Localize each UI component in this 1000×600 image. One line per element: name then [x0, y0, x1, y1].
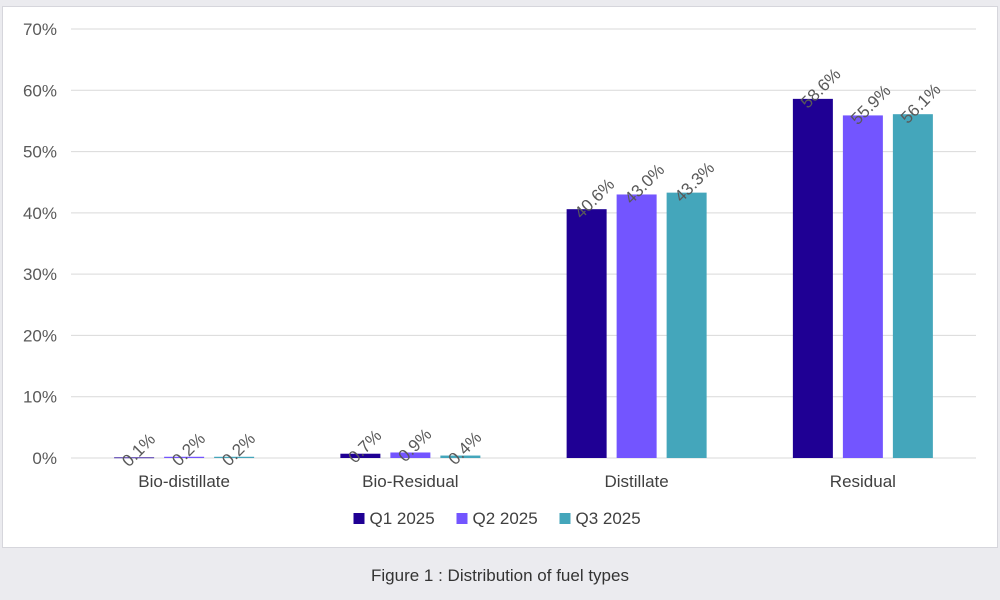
- legend-label: Q3 2025: [576, 509, 641, 528]
- y-tick-label: 50%: [23, 143, 57, 162]
- x-axis-ticks: Bio-distillate Bio-Residual Distillate Resi…: [138, 472, 896, 491]
- data-label: 0.1%: [118, 430, 159, 471]
- legend-swatch: [456, 513, 468, 524]
- bar: [566, 209, 607, 458]
- y-tick-label: 10%: [23, 388, 57, 407]
- legend-swatch: [353, 513, 365, 524]
- data-label: 0.4%: [445, 428, 486, 469]
- bar: [340, 453, 381, 458]
- bar: [616, 194, 657, 458]
- y-tick-label: 70%: [23, 20, 57, 39]
- bar: [440, 455, 481, 458]
- bar-chart: 0%10%20%30%40%50%60%70% 0.1% 0.2% 0.2% 0.7%…: [23, 20, 976, 528]
- data-label: 0.9%: [395, 425, 436, 466]
- legend: Q1 2025 Q2 2025 Q3 2025: [353, 509, 641, 528]
- figure-caption: Figure 1 : Distribution of fuel types: [371, 566, 629, 585]
- x-tick-label: Bio-distillate: [138, 472, 230, 491]
- x-tick-label: Distillate: [605, 472, 669, 491]
- bar: [792, 98, 833, 458]
- y-tick-label: 30%: [23, 265, 57, 284]
- gridlines: [71, 28, 976, 459]
- x-tick-label: Bio-Residual: [362, 472, 458, 491]
- bar: [666, 192, 707, 458]
- legend-label: Q1 2025: [370, 509, 435, 528]
- y-tick-label: 0%: [32, 449, 57, 468]
- bar: [164, 456, 205, 458]
- y-tick-label: 40%: [23, 204, 57, 223]
- bar: [842, 115, 883, 459]
- bar: [892, 114, 933, 459]
- legend-swatch: [559, 513, 571, 524]
- legend-label: Q2 2025: [473, 509, 538, 528]
- data-label: 0.2%: [218, 429, 259, 470]
- bars: [114, 98, 933, 459]
- data-label: 0.7%: [345, 426, 386, 467]
- y-tick-label: 60%: [23, 81, 57, 100]
- data-label: 0.2%: [168, 429, 209, 470]
- y-tick-label: 20%: [23, 326, 57, 345]
- x-tick-label: Residual: [830, 472, 896, 491]
- y-axis-ticks: 0% 10% 20% 30% 40% 50% 60% 70%: [23, 20, 57, 468]
- chart-card: 0% 10% 20% 30% 40% 50% 60% 70% 0.1% 0.2% 0.2% 0.7%…: [2, 6, 998, 548]
- bar: [114, 457, 155, 459]
- bar: [390, 452, 431, 458]
- bar: [214, 456, 255, 458]
